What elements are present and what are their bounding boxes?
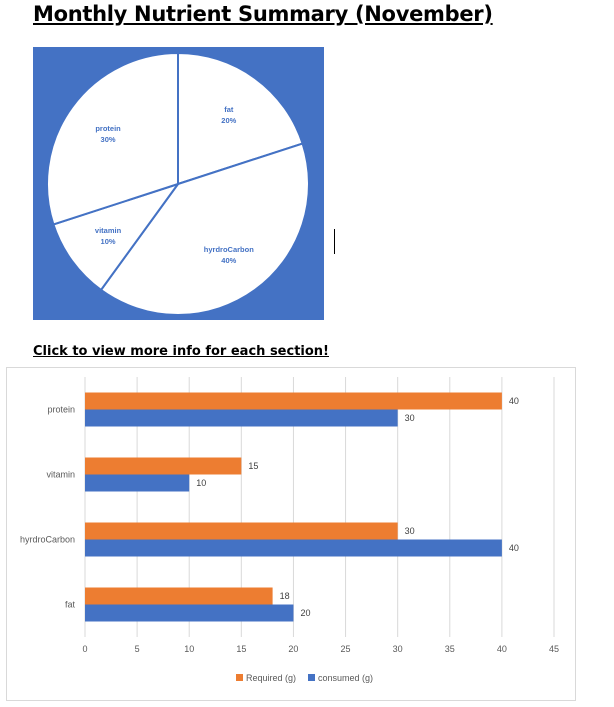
bar-chart: 0 5 10 15 20 25 30 35 40 45 protein 40 30 vitamin 15 10… <box>6 367 576 701</box>
pie-slice-fat[interactable] <box>177 51 304 186</box>
pie-label-fat: fat <box>224 105 234 114</box>
bar-consumed-vitamin[interactable] <box>85 474 190 492</box>
data-label: 20 <box>300 608 310 618</box>
pie-label-protein: protein <box>95 124 121 133</box>
data-label: 18 <box>280 591 290 601</box>
pie-percent-vitamin: 10% <box>101 237 116 246</box>
pie-percent-protein: 30% <box>101 135 116 144</box>
bar-required-hyrdroCarbon[interactable] <box>85 522 398 540</box>
bar-required-vitamin[interactable] <box>85 457 242 475</box>
x-tick-label: 10 <box>184 644 194 654</box>
x-tick-label: 30 <box>393 644 403 654</box>
bar-required-protein[interactable] <box>85 392 502 410</box>
legend-label-consumed: consumed (g) <box>318 673 373 683</box>
data-label: 10 <box>196 478 206 488</box>
pie-label-hyrdroCarbon: hyrdroCarbon <box>204 245 254 254</box>
page-title: Monthly Nutrient Summary (November) <box>33 2 493 26</box>
data-label: 40 <box>509 543 519 553</box>
x-tick-label: 5 <box>135 644 140 654</box>
pie-percent-fat: 20% <box>221 116 236 125</box>
data-label: 15 <box>248 461 258 471</box>
pie-slice-hyrdroCarbon[interactable] <box>99 142 310 316</box>
text-cursor <box>334 229 335 254</box>
data-label: 30 <box>405 526 415 536</box>
bar-consumed-fat[interactable] <box>85 604 294 622</box>
legend-label-required: Required (g) <box>246 673 296 683</box>
x-tick-label: 20 <box>288 644 298 654</box>
y-category-label: vitamin <box>46 470 75 480</box>
pie-percent-hyrdroCarbon: 40% <box>221 256 236 265</box>
legend-swatch-consumed <box>308 674 315 681</box>
y-category-label: fat <box>65 600 76 610</box>
x-tick-label: 25 <box>341 644 351 654</box>
data-label: 30 <box>405 413 415 423</box>
more-info-link[interactable]: Click to view more info for each section… <box>33 344 329 359</box>
x-tick-label: 45 <box>549 644 559 654</box>
pie-slice-protein[interactable] <box>46 51 179 226</box>
legend-swatch-required <box>236 674 243 681</box>
data-label: 40 <box>509 396 519 406</box>
y-category-label: protein <box>47 405 75 415</box>
x-tick-label: 0 <box>82 644 87 654</box>
pie-slice-vitamin[interactable] <box>52 182 181 292</box>
pie-label-vitamin: vitamin <box>95 226 122 235</box>
bar-chart-svg: 0 5 10 15 20 25 30 35 40 45 protein 40 30 vitamin 15 10… <box>6 367 576 701</box>
x-tick-label: 40 <box>497 644 507 654</box>
pie-chart-svg: fat 20% hyrdroCarbon 40% vitamin 10% protein 30… <box>33 47 324 320</box>
y-category-label: hyrdroCarbon <box>20 535 75 545</box>
bar-consumed-protein[interactable] <box>85 409 398 427</box>
x-tick-label: 15 <box>236 644 246 654</box>
pie-chart[interactable]: fat 20% hyrdroCarbon 40% vitamin 10% protein 30… <box>33 47 324 320</box>
bar-required-fat[interactable] <box>85 587 273 605</box>
x-tick-label: 35 <box>445 644 455 654</box>
bar-consumed-hyrdroCarbon[interactable] <box>85 539 502 557</box>
